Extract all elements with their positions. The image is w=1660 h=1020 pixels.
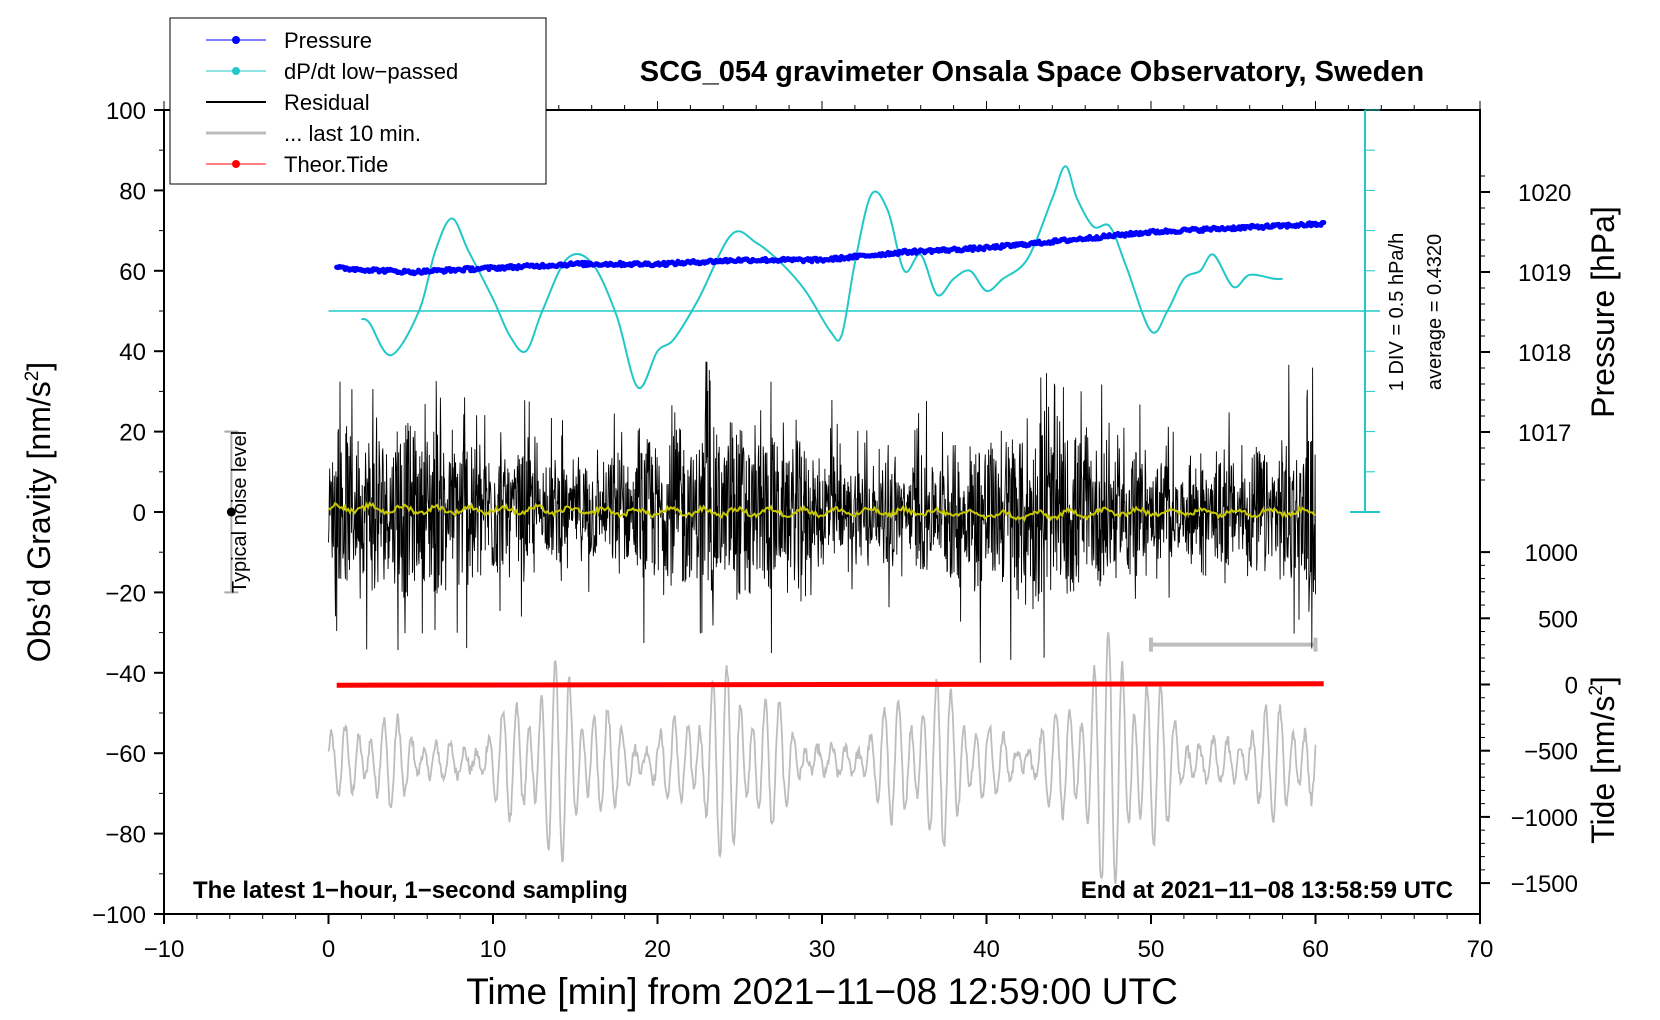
pressure-tick-label: 1020	[1518, 180, 1571, 207]
dpdt-scale-label: 1 DIV = 0.5 hPa/h	[1386, 233, 1408, 391]
x-tick-label: 10	[480, 936, 507, 963]
end-time-note: End at 2021−11−08 13:58:59 UTC	[1081, 877, 1453, 904]
tide-tick-label: 500	[1538, 606, 1578, 633]
noise-bar-center	[226, 507, 236, 517]
x-tick-label: 30	[809, 936, 836, 963]
y-axis-label-left: Obs’d Gravity [nm/s2]	[21, 362, 57, 662]
y-tick-label: −80	[105, 822, 146, 849]
legend-label-pressure: Pressure	[284, 28, 372, 53]
theoretical-tide-trace	[336, 681, 1324, 688]
legend-marker-pressure	[232, 36, 240, 44]
pressure-trace	[334, 219, 1327, 277]
noise-level-label: Typical noise level	[229, 431, 251, 593]
y-tick-label: 20	[119, 420, 146, 447]
pressure-tick-label: 1019	[1518, 260, 1571, 287]
y-tick-label: 100	[106, 98, 146, 125]
legend-label-dpdt: dP/dt low−passed	[284, 59, 458, 84]
pressure-tick-label: 1017	[1518, 420, 1571, 447]
tide-tick-label: 0	[1565, 673, 1578, 700]
residual-trace	[328, 361, 1316, 663]
last-10-min-trace	[327, 632, 1317, 884]
tide-tick-label: 1000	[1525, 540, 1578, 567]
chart-title: SCG_054 gravimeter Onsala Space Observat…	[640, 56, 1424, 88]
legend-label-tide: Theor.Tide	[284, 152, 388, 177]
x-tick-label: 70	[1467, 936, 1494, 963]
y-tick-label: −100	[92, 902, 146, 929]
y-tick-label: 40	[119, 339, 146, 366]
y-tick-label: 60	[119, 259, 146, 286]
tide-tick-label: −1500	[1511, 871, 1578, 898]
x-axis-label: Time [min] from 2021−11−08 12:59:00 UTC	[466, 971, 1178, 1012]
tide-tick-label: −1000	[1511, 805, 1578, 832]
legend-label-last10: ... last 10 min.	[284, 121, 421, 146]
y-tick-label: −40	[105, 661, 146, 688]
x-tick-label: −10	[144, 936, 185, 963]
y-tick-label: 80	[119, 178, 146, 205]
legend: Pressure dP/dt low−passed Residual ... l…	[169, 17, 547, 185]
x-tick-label: 20	[644, 936, 671, 963]
y-axis-label-tide: Tide [nm/s2]	[1585, 676, 1621, 844]
tide-tick-label: −500	[1524, 739, 1578, 766]
y-tick-label: 0	[133, 500, 146, 527]
x-tick-label: 0	[322, 936, 335, 963]
y-axis-label-pressure: Pressure [hPa]	[1585, 206, 1621, 418]
y-tick-label: −20	[105, 580, 146, 607]
x-tick-label: 50	[1138, 936, 1165, 963]
y-tick-label: −60	[105, 741, 146, 768]
dpdt-average-label: average = 0.4320	[1424, 234, 1446, 390]
dpdt-trace	[360, 165, 1283, 389]
residual-smoothed-trace	[327, 501, 1316, 523]
pressure-tick-label: 1018	[1518, 340, 1571, 367]
pressure-point	[1321, 219, 1327, 226]
x-tick-label: 60	[1302, 936, 1329, 963]
legend-label-residual: Residual	[284, 90, 370, 115]
legend-marker-tide	[232, 160, 240, 168]
sampling-note: The latest 1−hour, 1−second sampling	[193, 877, 628, 904]
legend-marker-dpdt	[232, 67, 240, 75]
x-tick-label: 40	[973, 936, 1000, 963]
